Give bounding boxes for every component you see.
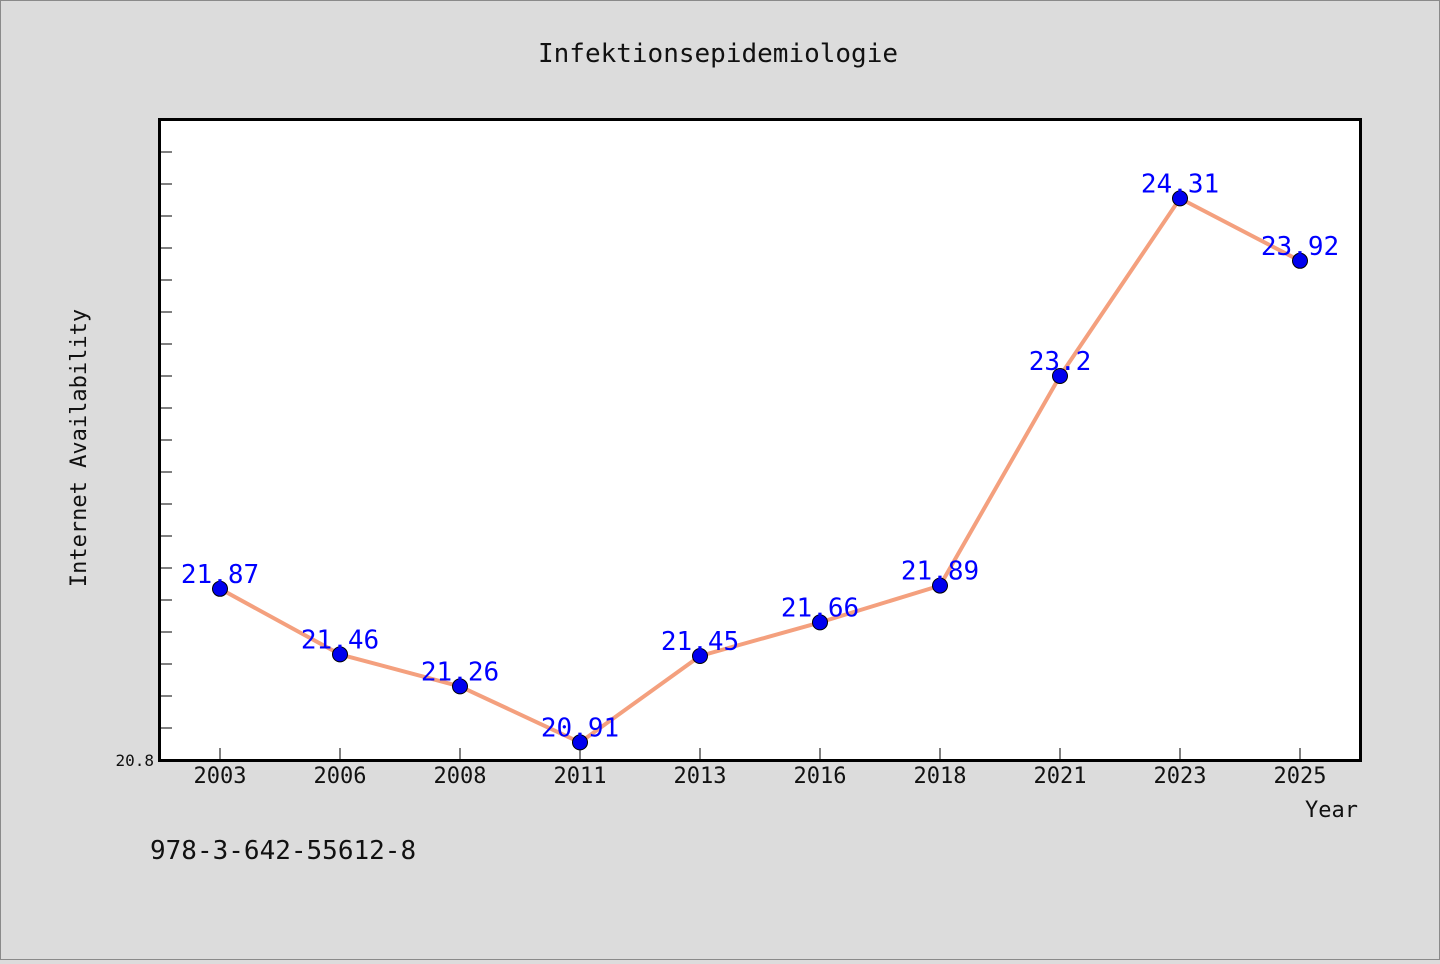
data-point (1052, 368, 1068, 384)
x-tick-label: 2023 (1154, 764, 1207, 789)
series-group: 21.87 21.46 21.26 20.91 21.45 21.66 21.89 23.2 2… (181, 169, 1339, 751)
data-point (212, 580, 228, 597)
data-label: 21.46 (301, 625, 379, 655)
x-tick-label: 2021 (1034, 764, 1087, 789)
data-label: 21.89 (901, 557, 979, 587)
data-point (812, 614, 828, 631)
data-point (692, 648, 708, 664)
x-tick-label: 2025 (1274, 764, 1327, 789)
x-axis-tick-labels: 2003 2006 2008 2011 2013 2016 2018 2021 2023 2025 (194, 764, 1327, 789)
data-label: 20.91 (541, 713, 619, 743)
data-label: 23.2 (1029, 347, 1092, 377)
x-tick-label: 2018 (914, 764, 967, 789)
x-tick-label: 2013 (674, 764, 727, 789)
data-point (1172, 190, 1188, 207)
x-tick-label: 2011 (554, 764, 607, 789)
y-axis-label: Internet Availability (67, 309, 92, 587)
x-tick-label: 2008 (434, 764, 487, 789)
x-tick-label: 2016 (794, 764, 847, 789)
x-tick-label: 2006 (314, 764, 367, 789)
data-point (332, 646, 348, 663)
footer-code: 978-3-642-55612-8 (150, 836, 417, 866)
data-label: 23.92 (1261, 232, 1339, 262)
data-point (1292, 252, 1308, 269)
data-label: 21.87 (181, 560, 259, 590)
y-axis-ticks (160, 151, 172, 729)
data-point (572, 734, 588, 751)
series-line (218, 196, 1302, 745)
data-label: 21.45 (661, 627, 739, 657)
data-label: 21.26 (421, 657, 499, 687)
data-label: 21.66 (781, 593, 859, 623)
plot-area (158, 118, 1362, 762)
y-axis-tick-labels: 20.8 (115, 751, 154, 770)
data-point (932, 577, 948, 594)
y-tick-label: 20.8 (115, 751, 154, 770)
x-axis-label: Year (1305, 798, 1358, 823)
chart-title: Infektionsepidemiologie (538, 39, 898, 69)
data-point (452, 678, 468, 695)
x-tick-label: 2003 (194, 764, 247, 789)
data-label: 24.31 (1141, 169, 1219, 199)
